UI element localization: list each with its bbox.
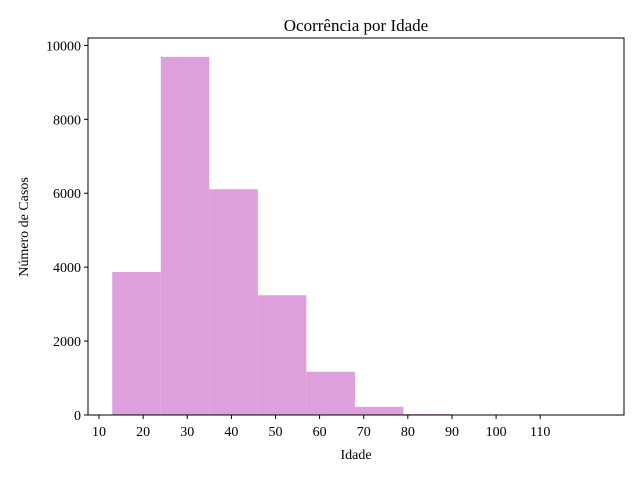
chart-title: Ocorrência por Idade <box>284 16 428 35</box>
histogram-bar-3 <box>209 189 258 415</box>
histogram-bar-2 <box>160 56 210 415</box>
x-tick-label: 30 <box>180 425 194 440</box>
x-tick-label: 70 <box>357 425 371 440</box>
histogram-bar-1 <box>112 271 161 415</box>
x-tick-label: 60 <box>313 425 327 440</box>
x-tick-label: 50 <box>268 425 282 440</box>
y-tick-label: 4000 <box>53 261 81 276</box>
bars-group <box>112 56 598 415</box>
histogram-bar-5 <box>306 371 355 415</box>
x-tick-label: 80 <box>401 425 415 440</box>
x-tick-label: 40 <box>224 425 238 440</box>
x-tick-label: 100 <box>486 425 507 440</box>
x-tick-label: 110 <box>530 425 550 440</box>
y-axis-ticks: 0 2000 4000 6000 8000 10000 <box>46 39 88 424</box>
x-axis-label: Idade <box>340 448 371 463</box>
y-axis-label: Número de Casos <box>17 177 32 277</box>
histogram-bar-4 <box>257 295 307 415</box>
y-tick-label: 0 <box>74 409 81 424</box>
x-axis-ticks: 10 20 30 40 50 60 70 80 90 100 110 <box>92 415 550 440</box>
y-tick-label: 8000 <box>53 113 81 128</box>
y-tick-label: 6000 <box>53 187 81 202</box>
y-tick-label: 10000 <box>46 39 81 54</box>
x-tick-label: 90 <box>445 425 459 440</box>
histogram-bar-6 <box>354 406 404 415</box>
y-tick-label: 2000 <box>53 335 81 350</box>
x-tick-label: 20 <box>136 425 150 440</box>
plot-frame <box>87 37 625 416</box>
x-tick-label: 10 <box>92 425 106 440</box>
